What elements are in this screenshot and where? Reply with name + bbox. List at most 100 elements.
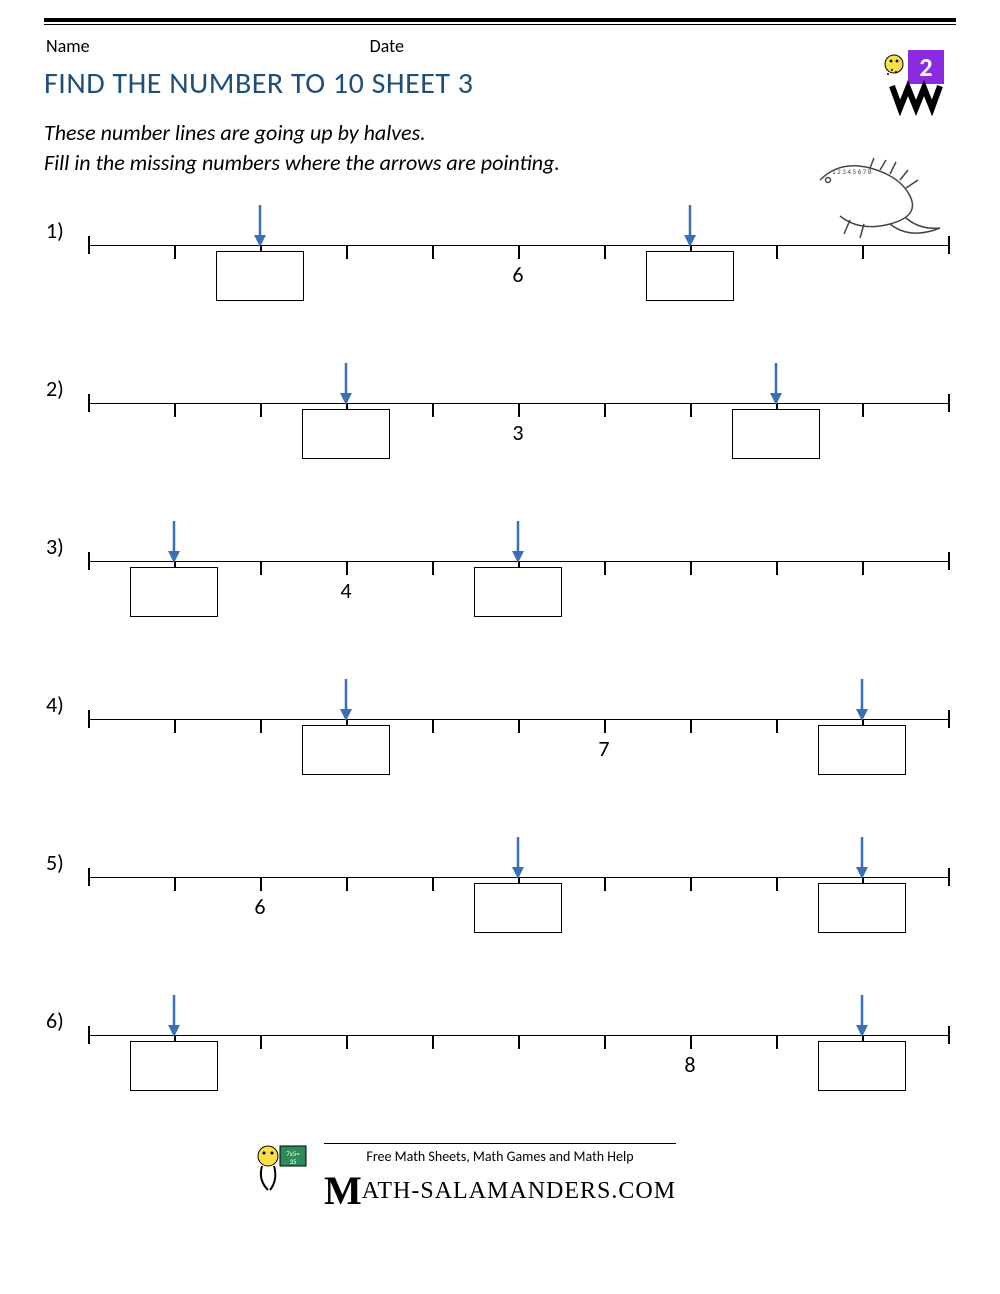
question-number: 6)	[46, 1007, 64, 1034]
arrow-down-icon	[510, 519, 526, 563]
question-number: 1)	[46, 217, 64, 244]
tick-mark	[432, 403, 434, 417]
answer-box[interactable]	[130, 1041, 218, 1091]
tick-mark	[432, 1035, 434, 1049]
tick-mark	[174, 245, 176, 259]
tick-mark	[88, 1026, 90, 1044]
tick-mark	[948, 394, 950, 412]
tick-mark	[604, 561, 606, 575]
svg-text:1 2 3 4 5 6 7 8: 1 2 3 4 5 6 7 8	[832, 167, 872, 176]
top-rule-thin	[44, 24, 956, 25]
svg-text:35: 35	[289, 1157, 297, 1166]
tick-mark	[432, 877, 434, 891]
answer-box[interactable]	[732, 409, 820, 459]
number-line: 6	[88, 195, 948, 315]
instructions-line-2: Fill in the missing numbers where the ar…	[44, 149, 560, 176]
problem: 5) 6	[44, 827, 956, 947]
question-number: 5)	[46, 849, 64, 876]
tick-mark	[948, 1026, 950, 1044]
tick-mark	[948, 868, 950, 886]
number-line: 6	[88, 827, 948, 947]
tick-mark	[88, 868, 90, 886]
tick-mark	[776, 1035, 778, 1049]
problem: 4)7	[44, 669, 956, 789]
arrow-down-icon	[682, 203, 698, 247]
tick-mark	[604, 245, 606, 259]
tick-mark	[776, 719, 778, 733]
answer-box[interactable]	[818, 725, 906, 775]
tick-mark	[690, 877, 692, 891]
answer-box[interactable]	[474, 567, 562, 617]
tick-mark	[604, 877, 606, 891]
number-line-label: 4	[340, 577, 351, 604]
arrow-down-icon	[768, 361, 784, 405]
arrow-down-icon	[854, 993, 870, 1037]
tick-mark	[776, 561, 778, 575]
tick-mark	[948, 552, 950, 570]
question-number: 3)	[46, 533, 64, 560]
grade-badge-icon: 2	[874, 46, 952, 116]
tick-mark	[260, 403, 262, 417]
tick-mark	[862, 561, 864, 575]
arrow-down-icon	[166, 519, 182, 563]
tick-mark	[776, 245, 778, 259]
svg-text:2: 2	[919, 51, 932, 83]
footer-site: ATH-SALAMANDERS.COM	[362, 1178, 676, 1204]
worksheet-title: FIND THE NUMBER TO 10 SHEET 3	[44, 65, 956, 102]
problem: 6)8	[44, 985, 956, 1105]
tick-mark	[432, 561, 434, 575]
arrow-down-icon	[854, 677, 870, 721]
tick-mark	[260, 561, 262, 575]
tick-mark	[604, 403, 606, 417]
tick-mark	[260, 719, 262, 733]
question-number: 2)	[46, 375, 64, 402]
tick-mark	[862, 245, 864, 259]
answer-box[interactable]	[302, 725, 390, 775]
answer-box[interactable]	[130, 567, 218, 617]
answer-box[interactable]	[216, 251, 304, 301]
tick-mark	[432, 719, 434, 733]
answer-box[interactable]	[302, 409, 390, 459]
answer-box[interactable]	[474, 883, 562, 933]
date-label: Date	[370, 35, 404, 57]
tick-mark	[174, 877, 176, 891]
answer-box[interactable]	[646, 251, 734, 301]
arrow-down-icon	[338, 677, 354, 721]
footer-salamander-icon: 7x5= 35	[248, 1140, 318, 1194]
tick-mark	[690, 561, 692, 575]
tick-mark	[604, 1035, 606, 1049]
tick-mark	[690, 719, 692, 733]
number-line: 4	[88, 511, 948, 631]
tick-mark	[346, 1035, 348, 1049]
tick-mark	[260, 1035, 262, 1049]
tick-mark	[948, 236, 950, 254]
instructions: These number lines are going up by halve…	[44, 118, 764, 177]
tick-mark	[862, 403, 864, 417]
tick-mark	[518, 403, 520, 417]
header-row: Name Date	[46, 35, 956, 57]
tick-mark	[518, 245, 520, 259]
tick-mark	[88, 552, 90, 570]
tick-mark	[518, 719, 520, 733]
problem: 3) 4	[44, 511, 956, 631]
tick-mark	[948, 710, 950, 728]
problem: 1) 6	[44, 195, 956, 315]
tick-mark	[88, 710, 90, 728]
tick-mark	[690, 403, 692, 417]
tick-mark	[346, 245, 348, 259]
question-number: 4)	[46, 691, 64, 718]
instructions-line-1: These number lines are going up by halve…	[44, 119, 426, 146]
arrow-down-icon	[338, 361, 354, 405]
tick-mark	[518, 1035, 520, 1049]
arrow-down-icon	[252, 203, 268, 247]
tick-mark	[604, 719, 606, 733]
arrow-down-icon	[166, 993, 182, 1037]
answer-box[interactable]	[818, 1041, 906, 1091]
number-line: 3	[88, 353, 948, 473]
tick-mark	[346, 877, 348, 891]
answer-box[interactable]	[818, 883, 906, 933]
top-rule-thick	[44, 18, 956, 22]
tick-mark	[432, 245, 434, 259]
tick-mark	[260, 877, 262, 891]
tick-mark	[174, 719, 176, 733]
